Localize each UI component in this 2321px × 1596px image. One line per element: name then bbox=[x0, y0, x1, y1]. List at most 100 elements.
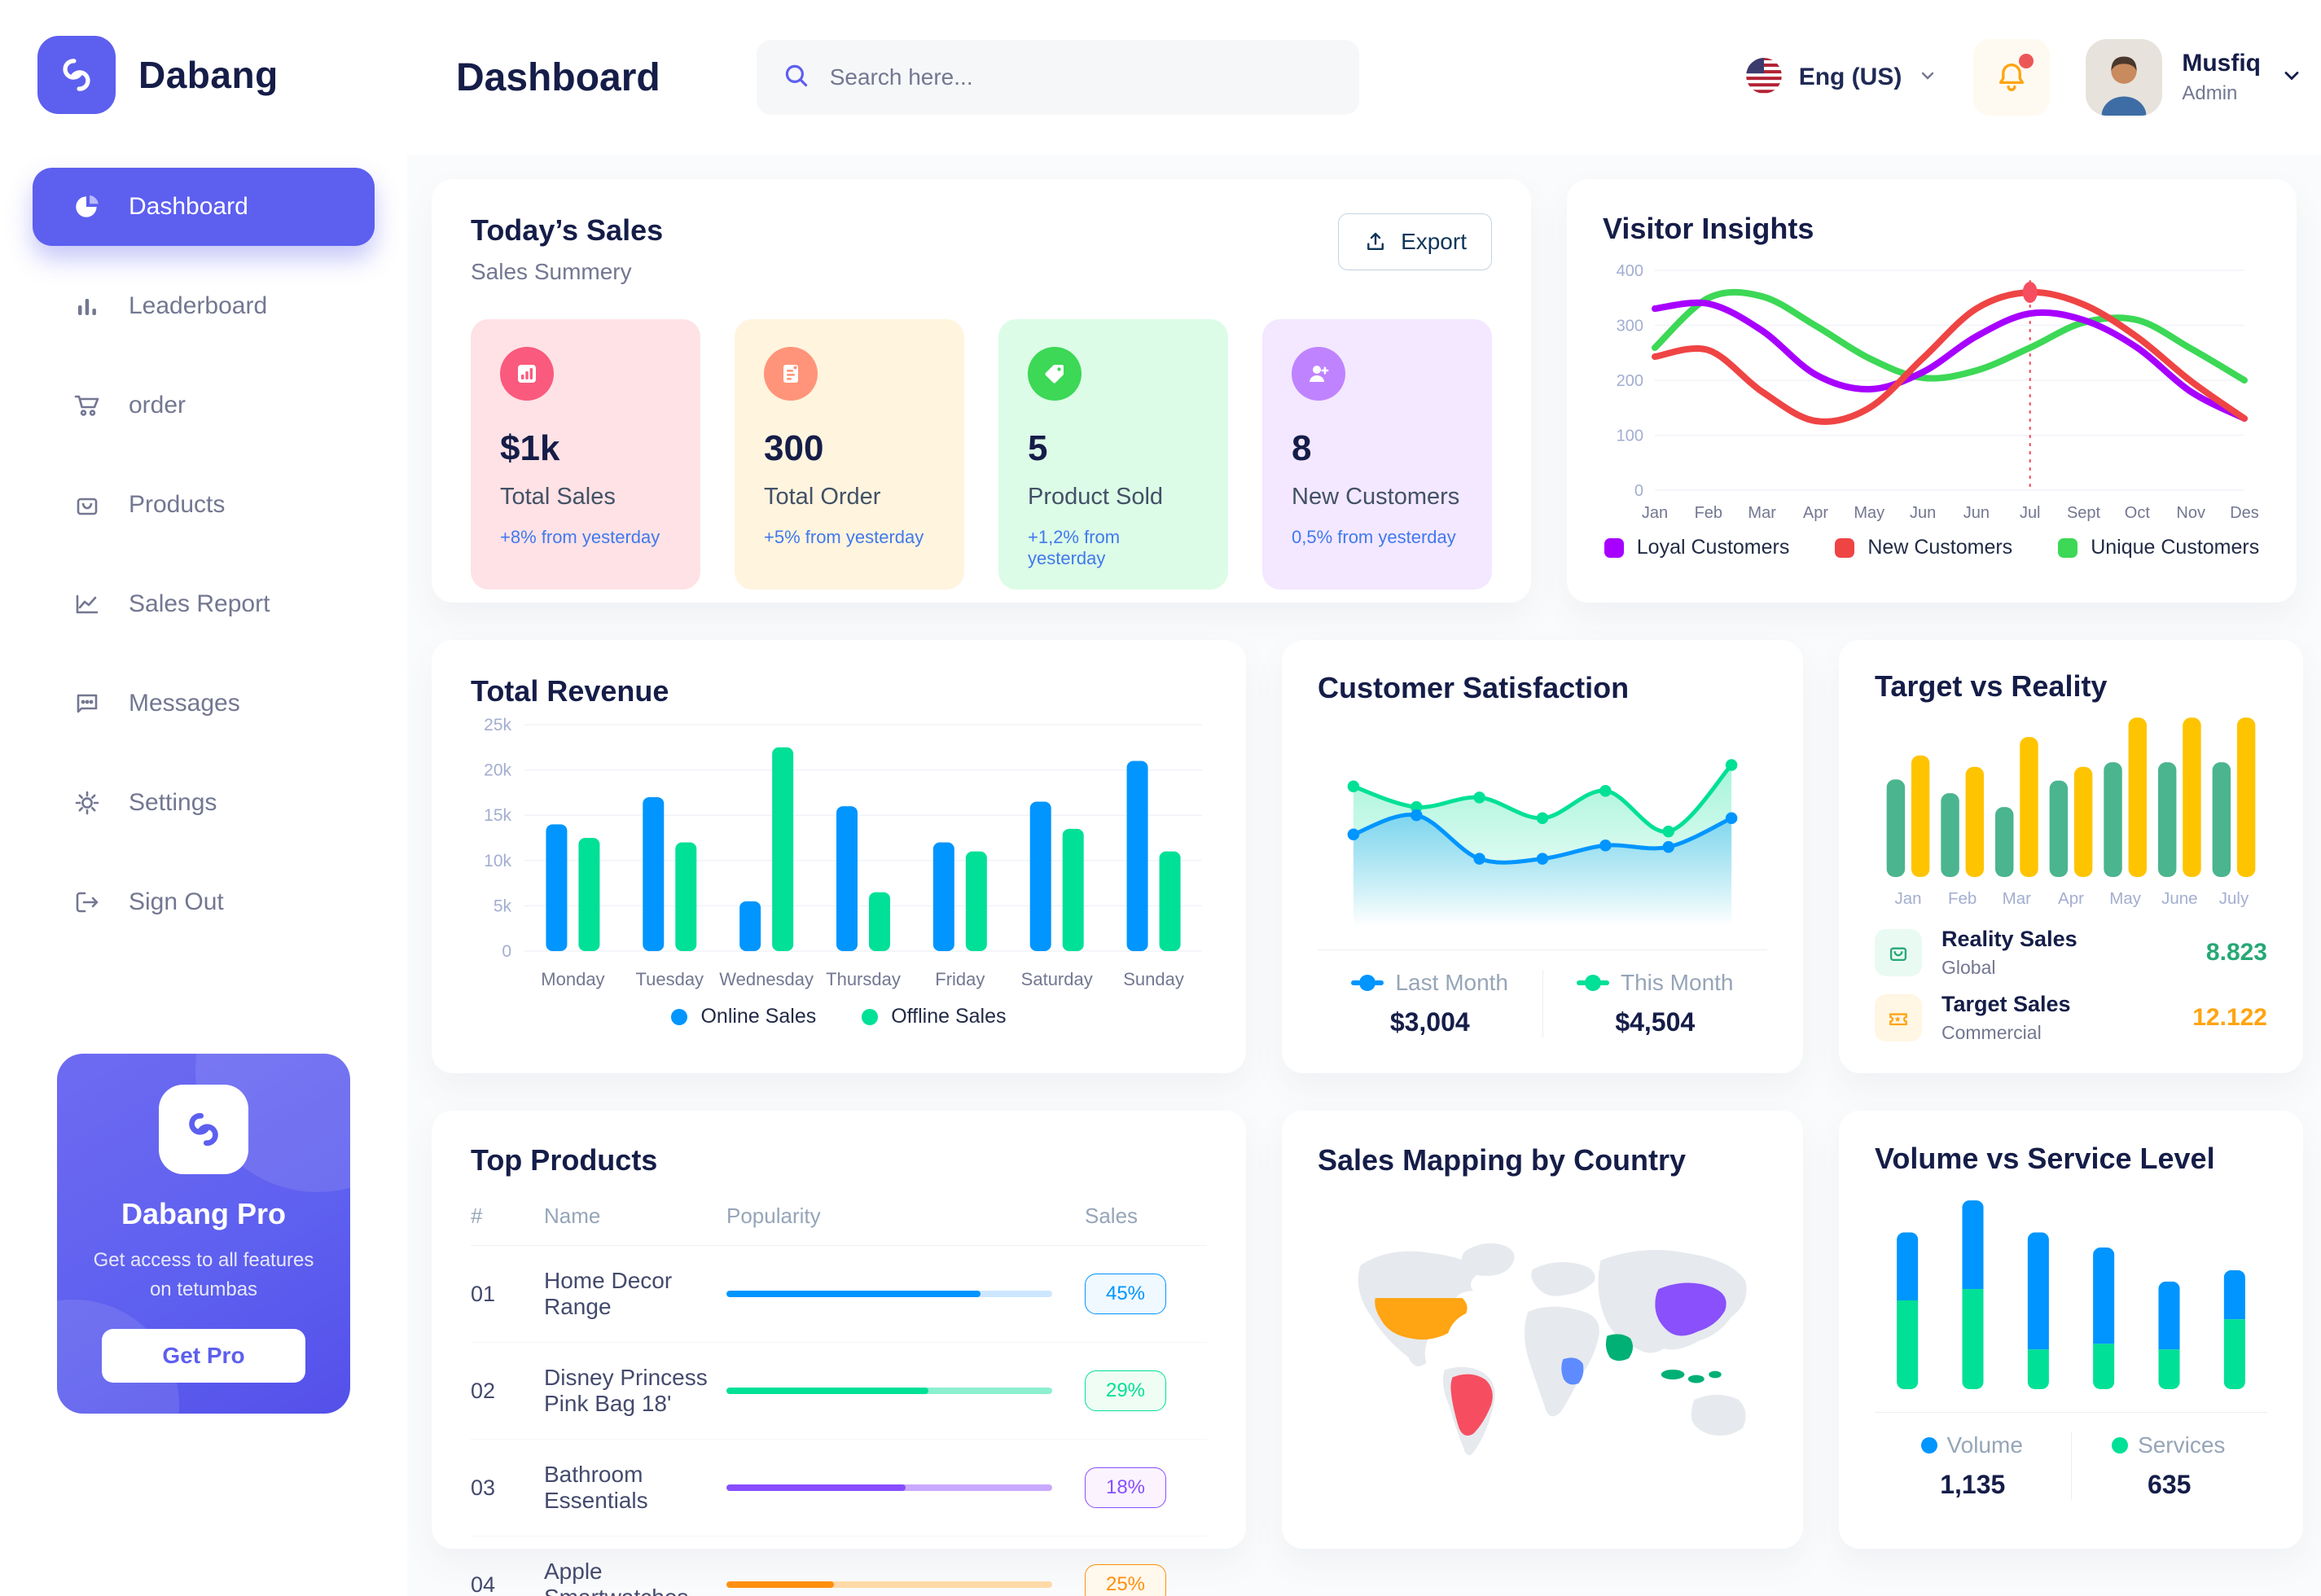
land-africa bbox=[1524, 1306, 1599, 1417]
customer-satisfaction-panel: Customer Satisfaction Last Month $3,004 bbox=[1282, 640, 1803, 1073]
sales-badge: 18% bbox=[1085, 1467, 1166, 1508]
country-usa bbox=[1375, 1298, 1468, 1340]
panel-title: Volume vs Service Level bbox=[1875, 1142, 2215, 1175]
legend-new-customers: New Customers bbox=[1835, 536, 2012, 559]
svg-text:Mar: Mar bbox=[2003, 889, 2031, 908]
svg-text:Thursday: Thursday bbox=[826, 969, 901, 989]
sidebar-item-label: Products bbox=[129, 491, 226, 518]
stat-card-total-order: 300 Total Order +5% from yesterday bbox=[735, 319, 964, 590]
panel-title: Top Products bbox=[471, 1143, 658, 1177]
sidebar-item-settings[interactable]: Settings bbox=[33, 764, 375, 842]
svg-text:400: 400 bbox=[1617, 262, 1643, 280]
panel-title: Visitor Insights bbox=[1603, 212, 1814, 245]
sidebar-item-label: Sales Report bbox=[129, 590, 270, 617]
search-input[interactable] bbox=[829, 64, 1335, 90]
sidebar-item-order[interactable]: order bbox=[33, 366, 375, 445]
pro-card: Dabang Pro Get access to all features on… bbox=[57, 1054, 350, 1414]
popularity-bar bbox=[726, 1388, 1052, 1394]
legend-online-sales: Online Sales bbox=[671, 1005, 816, 1028]
svg-text:Nov: Nov bbox=[2176, 504, 2205, 522]
export-button[interactable]: Export bbox=[1338, 213, 1492, 270]
sidebar-item-label: Leaderboard bbox=[129, 292, 268, 319]
user-menu[interactable]: Musfiq Admin bbox=[2086, 39, 2303, 116]
visitor-insights-chart: 0 100 200 300 400 Jan Feb Mar Apr May Jun Jun Jul Sep… bbox=[1617, 262, 2259, 522]
panel-title: Target vs Reality bbox=[1875, 669, 2108, 703]
sales-mapping-panel: Sales Mapping by Country bbox=[1282, 1111, 1803, 1549]
panel-title: Today’s Sales bbox=[471, 213, 664, 247]
pie-chart-icon bbox=[72, 191, 103, 222]
stat-card-product-sold: 5 Product Sold +1,2% from yesterday bbox=[998, 319, 1228, 590]
table-row[interactable]: 02 Disney Princess Pink Bag 18' 29% bbox=[471, 1343, 1207, 1440]
user-plus-icon bbox=[1292, 347, 1345, 401]
svg-text:Jan: Jan bbox=[1894, 889, 1921, 908]
pro-subtitle: Get access to all features on tetumbas bbox=[93, 1249, 314, 1300]
language-selector[interactable]: Eng (US) bbox=[1745, 57, 1938, 99]
main: Dashboard bbox=[407, 0, 2321, 1596]
table-row[interactable]: 04 Apple Smartwatches 25% bbox=[471, 1537, 1207, 1596]
notification-badge bbox=[2019, 54, 2034, 68]
svg-text:25k: 25k bbox=[484, 716, 511, 734]
legend-loyal-customers: Loyal Customers bbox=[1604, 536, 1789, 559]
svg-text:0: 0 bbox=[1634, 482, 1643, 500]
table-row[interactable]: 01 Home Decor Range 45% bbox=[471, 1246, 1207, 1343]
tag-icon bbox=[1028, 347, 1082, 401]
sidebar-nav: Dashboard Leaderboard bbox=[33, 168, 375, 962]
sidebar-item-label: Sign Out bbox=[129, 888, 224, 915]
search-icon bbox=[781, 60, 812, 95]
legend-offline-sales: Offline Sales bbox=[862, 1005, 1007, 1028]
country-indonesia bbox=[1661, 1369, 1722, 1383]
sidebar-item-products[interactable]: Products bbox=[33, 466, 375, 544]
panel-title: Sales Mapping by Country bbox=[1318, 1143, 1687, 1177]
svg-text:Feb: Feb bbox=[1948, 889, 1977, 908]
sidebar-item-label: Dashboard bbox=[129, 193, 248, 220]
chevron-down-icon bbox=[1918, 66, 1937, 90]
land-australia bbox=[1691, 1394, 1746, 1436]
stat-card-total-sales: $1k Total Sales +8% from yesterday bbox=[471, 319, 700, 590]
svg-text:Monday: Monday bbox=[541, 969, 604, 989]
stat-card-new-customers: 8 New Customers 0,5% from yesterday bbox=[1262, 319, 1492, 590]
export-icon bbox=[1367, 232, 1384, 250]
visitor-insights-panel: Visitor Insights 0 100 200 300 400 Jan Feb Mar A… bbox=[1567, 179, 2297, 603]
brand-name: Dabang bbox=[138, 54, 279, 96]
cart-icon bbox=[72, 390, 103, 421]
sales-badge: 25% bbox=[1085, 1564, 1166, 1596]
legend-last-month: Last Month $3,004 bbox=[1318, 970, 1542, 1037]
avatar bbox=[2086, 39, 2163, 116]
get-pro-button[interactable]: Get Pro bbox=[102, 1329, 305, 1383]
bag-icon bbox=[72, 489, 103, 520]
sidebar-item-sign-out[interactable]: Sign Out bbox=[33, 863, 375, 941]
panel-subtitle: Sales Summery bbox=[471, 259, 632, 284]
svg-text:10k: 10k bbox=[484, 852, 511, 870]
sidebar-item-label: Messages bbox=[129, 690, 240, 717]
legend-unique-customers: Unique Customers bbox=[2058, 536, 2259, 559]
svg-text:Tuesday: Tuesday bbox=[635, 969, 704, 989]
sidebar-item-sales-report[interactable]: Sales Report bbox=[33, 565, 375, 643]
svg-text:Apr: Apr bbox=[1803, 504, 1828, 522]
land-europe bbox=[1531, 1261, 1595, 1296]
sidebar-item-dashboard[interactable]: Dashboard bbox=[33, 168, 375, 246]
language-label: Eng (US) bbox=[1798, 64, 1902, 90]
svg-text:Oct: Oct bbox=[2125, 504, 2151, 522]
svg-text:300: 300 bbox=[1617, 318, 1643, 335]
svg-text:May: May bbox=[1854, 504, 1884, 522]
svg-text:Wednesday: Wednesday bbox=[719, 969, 814, 989]
svg-text:Apr: Apr bbox=[2058, 889, 2084, 908]
sales-badge: 29% bbox=[1085, 1370, 1166, 1411]
top-products-panel: Top Products # Name Popularity Sales 01 … bbox=[432, 1111, 1246, 1596]
svg-text:100: 100 bbox=[1617, 428, 1643, 445]
chat-icon bbox=[72, 688, 103, 719]
legend-reality-sales: Reality Sales Global 8.823 bbox=[1875, 927, 2267, 979]
leaderboard-icon bbox=[72, 291, 103, 322]
country-saudi-arabia bbox=[1605, 1334, 1634, 1361]
table-row[interactable]: 03 Bathroom Essentials 18% bbox=[471, 1440, 1207, 1537]
world-map bbox=[1358, 1243, 1747, 1456]
popularity-bar bbox=[726, 1581, 1052, 1588]
svg-text:20k: 20k bbox=[484, 761, 511, 780]
sidebar-item-leaderboard[interactable]: Leaderboard bbox=[33, 267, 375, 345]
gear-icon bbox=[72, 787, 103, 818]
target-vs-reality-panel: Target vs Reality Jan Feb Mar Apr May June Jul… bbox=[1839, 640, 2303, 1073]
notifications-button[interactable] bbox=[1973, 39, 2051, 116]
customer-satisfaction-chart bbox=[1347, 759, 1738, 927]
sidebar-item-messages[interactable]: Messages bbox=[33, 664, 375, 743]
